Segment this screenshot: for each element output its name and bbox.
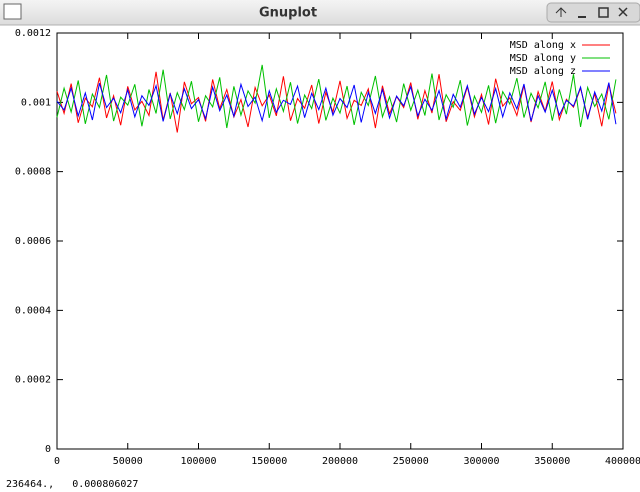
title-bar <box>0 0 640 25</box>
y-tick-label: 0.0004 <box>15 305 51 316</box>
x-tick-label: 100000 <box>180 456 216 467</box>
legend-label: MSD along y <box>510 53 576 64</box>
x-tick-label: 300000 <box>463 456 499 467</box>
legend-label: MSD along x <box>510 40 576 51</box>
y-tick-label: 0.0008 <box>15 167 51 178</box>
y-tick-label: 0.001 <box>21 97 51 108</box>
window-icon <box>3 3 22 20</box>
data-line <box>56 71 617 133</box>
x-tick-label: 0 <box>54 456 60 467</box>
legend-label: MSD along z <box>510 66 576 77</box>
data-line <box>56 82 617 125</box>
x-tick-label: 350000 <box>534 456 570 467</box>
x-tick-label: 250000 <box>393 456 429 467</box>
window-title: Gnuplot <box>259 6 317 21</box>
status-text: 236464., 0.000806027 <box>6 479 138 490</box>
window-controls <box>546 2 640 23</box>
button-maximize[interactable] <box>598 7 609 18</box>
y-tick-label: 0.0002 <box>15 375 51 386</box>
y-tick-label: 0.0006 <box>15 236 51 247</box>
x-tick-label: 50000 <box>113 456 143 467</box>
y-tick-label: 0.0012 <box>15 28 51 39</box>
button-shade[interactable] <box>555 7 567 17</box>
button-close[interactable] <box>618 7 628 17</box>
x-tick-label: 200000 <box>322 456 358 467</box>
y-tick-label: 0 <box>45 444 51 455</box>
x-tick-label: 400000 <box>605 456 640 467</box>
x-tick-label: 150000 <box>251 456 287 467</box>
